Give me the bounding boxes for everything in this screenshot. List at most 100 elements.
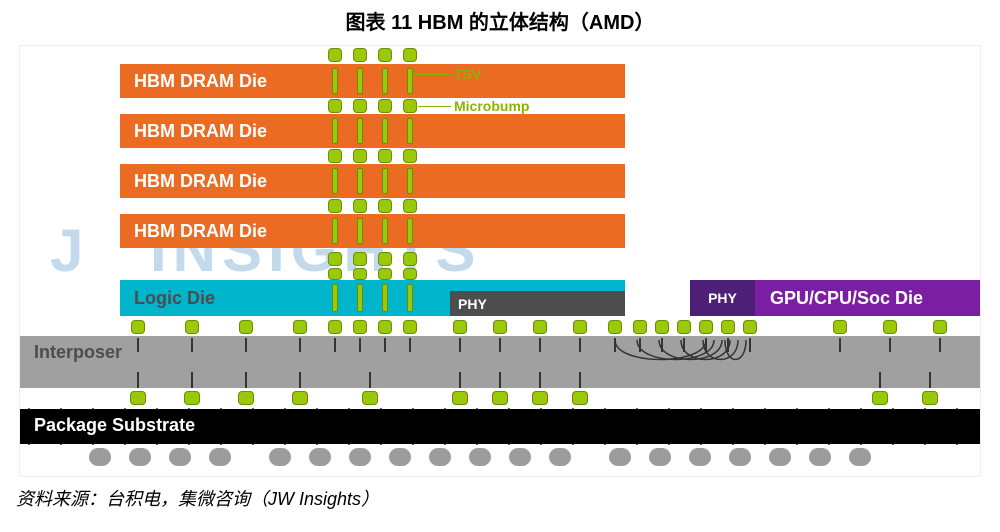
pkg-serration <box>792 408 802 412</box>
pkg-serration <box>664 441 674 445</box>
pkg-serration <box>728 408 738 412</box>
pkg-serration <box>952 441 962 445</box>
pkg-serration <box>632 408 642 412</box>
pkg-serration <box>696 408 706 412</box>
solder-ball <box>389 448 411 466</box>
microbump <box>743 320 757 334</box>
solder-ball <box>849 448 871 466</box>
tsv <box>357 284 363 312</box>
solder-ball <box>609 448 631 466</box>
microbump <box>378 48 392 62</box>
microbump <box>353 99 367 113</box>
pkg-serration <box>568 408 578 412</box>
pkg-serration <box>152 408 162 412</box>
solder-ball <box>309 448 331 466</box>
dram-die-2: HBM DRAM Die <box>120 164 625 198</box>
microbump <box>328 268 342 280</box>
microbump <box>633 320 647 334</box>
pkg-serration <box>888 408 898 412</box>
pkg-serration <box>600 408 610 412</box>
solder-ball <box>269 448 291 466</box>
microbump <box>452 391 468 405</box>
microbump <box>883 320 897 334</box>
figure-title: 图表 11 HBM 的立体结构（AMD） <box>10 6 990 35</box>
tsv <box>407 168 413 194</box>
legend-line-micro <box>418 106 451 107</box>
pkg-serration <box>24 408 34 412</box>
trace <box>299 372 301 388</box>
dram-die-1: HBM DRAM Die <box>120 114 625 148</box>
pkg-serration <box>504 408 514 412</box>
pkg-serration <box>952 408 962 412</box>
pkg-serration <box>728 441 738 445</box>
pkg-serration <box>856 408 866 412</box>
pkg-serration <box>312 408 322 412</box>
phy-logic: PHY <box>450 291 625 316</box>
microbump <box>493 320 507 334</box>
pkg-label: Package Substrate <box>34 415 195 436</box>
pkg-serration <box>120 441 130 445</box>
microbump <box>362 391 378 405</box>
solder-ball <box>769 448 791 466</box>
tsv <box>407 218 413 244</box>
hbm-diagram: JINSIGHTSHBM DRAM DieHBM DRAM DieHBM DRA… <box>19 45 981 477</box>
microbump <box>532 391 548 405</box>
microbump <box>403 320 417 334</box>
microbump <box>378 268 392 280</box>
microbump <box>403 252 417 266</box>
microbump <box>328 320 342 334</box>
pkg-serration <box>376 408 386 412</box>
solder-ball <box>89 448 111 466</box>
microbump <box>378 252 392 266</box>
microbump <box>403 149 417 163</box>
pkg-serration <box>664 408 674 412</box>
pkg-serration <box>88 408 98 412</box>
microbump <box>378 320 392 334</box>
pkg-serration <box>56 441 66 445</box>
tsv <box>382 118 388 144</box>
pkg-serration <box>408 408 418 412</box>
tsv <box>407 284 413 312</box>
pkg-serration <box>536 441 546 445</box>
tsv <box>332 68 338 94</box>
microbump <box>328 199 342 213</box>
solder-ball <box>169 448 191 466</box>
pkg-serration <box>152 441 162 445</box>
pkg-serration <box>632 441 642 445</box>
trace <box>579 372 581 388</box>
microbump <box>655 320 669 334</box>
solder-ball <box>469 448 491 466</box>
pkg-serration <box>184 408 194 412</box>
pkg-serration <box>376 441 386 445</box>
pkg-serration <box>184 441 194 445</box>
pkg-serration <box>568 441 578 445</box>
microbump <box>492 391 508 405</box>
pkg-serration <box>856 441 866 445</box>
solder-ball <box>429 448 451 466</box>
tsv <box>332 168 338 194</box>
trace <box>137 372 139 388</box>
pkg-serration <box>344 408 354 412</box>
solder-ball <box>689 448 711 466</box>
solder-ball <box>129 448 151 466</box>
pkg-serration <box>824 441 834 445</box>
trace <box>499 372 501 388</box>
microbump <box>403 99 417 113</box>
microbump <box>238 391 254 405</box>
microbump <box>677 320 691 334</box>
microbump <box>328 48 342 62</box>
microbump <box>573 320 587 334</box>
pkg-serration <box>120 408 130 412</box>
microbump <box>378 199 392 213</box>
pkg-serration <box>472 408 482 412</box>
pkg-serration <box>760 441 770 445</box>
microbump <box>378 99 392 113</box>
pkg-serration <box>88 441 98 445</box>
trace <box>459 372 461 388</box>
tsv <box>332 218 338 244</box>
tsv <box>382 168 388 194</box>
microbump <box>922 391 938 405</box>
phy-gpu: PHY <box>690 280 755 316</box>
pkg-serration <box>472 441 482 445</box>
tsv <box>357 218 363 244</box>
